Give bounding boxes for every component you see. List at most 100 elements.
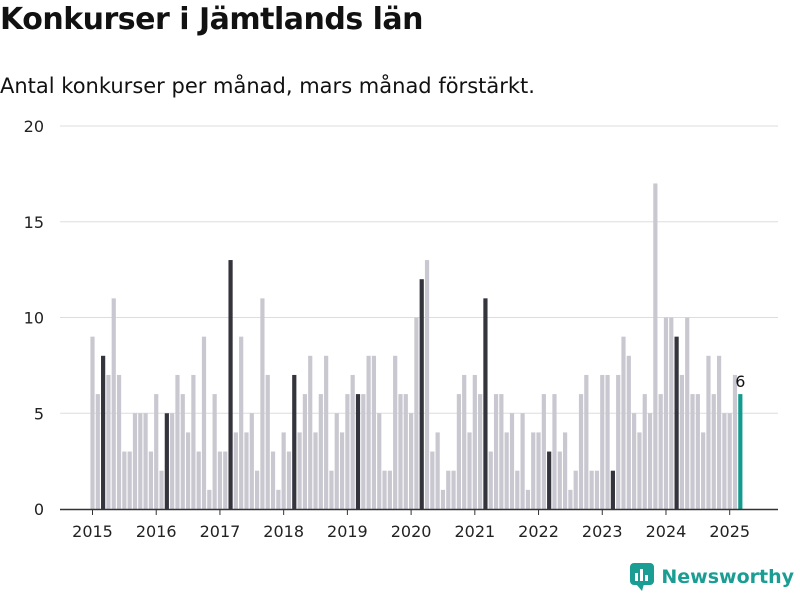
bar — [122, 451, 127, 509]
bar — [637, 432, 642, 509]
bar — [600, 374, 605, 509]
bar — [722, 413, 727, 509]
bar — [446, 470, 451, 509]
y-tick-label: 5 — [34, 404, 44, 423]
bar — [233, 432, 238, 509]
bar — [738, 394, 743, 509]
bar — [653, 183, 658, 509]
bar — [594, 470, 600, 509]
bar — [547, 451, 552, 509]
bar — [669, 317, 674, 509]
y-tick-label: 10 — [24, 309, 44, 328]
bar — [483, 298, 488, 509]
bar — [106, 374, 111, 509]
bar — [626, 355, 631, 509]
bar — [308, 355, 313, 509]
bar — [361, 394, 366, 509]
bar — [632, 413, 637, 509]
bars — [90, 183, 743, 509]
bar — [557, 451, 562, 509]
bar — [695, 394, 700, 509]
bar — [180, 394, 185, 509]
y-tick-label: 20 — [24, 117, 44, 136]
bar — [201, 336, 207, 509]
bar — [621, 336, 626, 509]
bar — [520, 413, 525, 509]
bar — [467, 432, 472, 509]
bar — [711, 394, 716, 509]
bar — [701, 432, 706, 509]
data-labels: 6 — [735, 372, 745, 391]
bar — [584, 374, 589, 509]
bar — [504, 432, 509, 509]
bar — [217, 451, 223, 509]
bar — [207, 489, 212, 509]
bar — [223, 451, 228, 509]
x-tick-label: 2017 — [200, 522, 241, 541]
bar — [488, 451, 493, 509]
bar — [727, 413, 732, 509]
x-tick-label: 2025 — [709, 522, 750, 541]
x-tick-label: 2024 — [646, 522, 687, 541]
bar — [143, 413, 148, 509]
bar — [414, 317, 419, 509]
bar — [562, 432, 568, 509]
bar — [138, 413, 143, 509]
bar — [239, 336, 244, 509]
bar — [350, 374, 355, 509]
bar — [276, 489, 281, 509]
bar — [393, 355, 398, 509]
bar — [387, 470, 392, 509]
chart-title: Konkurser i Jämtlands län — [0, 2, 424, 37]
x-tick-label: 2023 — [582, 522, 623, 541]
bar — [164, 413, 169, 509]
bar — [499, 394, 504, 509]
y-tick-label: 15 — [24, 213, 44, 232]
bar — [642, 394, 647, 509]
x-tick-label: 2021 — [454, 522, 495, 541]
bar — [430, 451, 435, 509]
bar — [292, 374, 297, 509]
bar — [531, 432, 536, 509]
bar — [610, 470, 615, 509]
bar — [658, 394, 663, 509]
bar — [409, 413, 414, 509]
y-axis-labels: 0 5 10 15 20 — [24, 117, 44, 519]
bar-chart: 0 5 10 15 20 2015 2016 2017 2018 2019 2020 2021 202… — [24, 117, 778, 541]
bar — [674, 336, 679, 509]
bar — [440, 489, 446, 509]
bar — [329, 470, 334, 509]
bar — [478, 394, 483, 509]
bar — [154, 394, 159, 509]
bar — [132, 413, 138, 509]
bar — [116, 374, 122, 509]
bar — [525, 489, 531, 509]
bar — [255, 470, 260, 509]
bar — [509, 413, 515, 509]
x-tick-label: 2020 — [391, 522, 432, 541]
bar — [101, 355, 106, 509]
bar — [716, 355, 722, 509]
bar — [706, 355, 711, 509]
brand-logo: Newsworthy — [629, 562, 794, 592]
bar — [175, 374, 180, 509]
bar — [451, 470, 456, 509]
bar — [647, 413, 653, 509]
bar — [111, 298, 116, 509]
bar — [435, 432, 440, 509]
bar — [355, 394, 361, 509]
bar — [403, 394, 408, 509]
bar — [265, 374, 270, 509]
bar — [419, 279, 424, 509]
gridlines — [60, 125, 778, 414]
bar — [616, 374, 621, 509]
bar — [424, 260, 430, 509]
bar — [196, 451, 201, 509]
bar — [191, 374, 196, 509]
brand-name: Newsworthy — [661, 566, 794, 588]
bar — [297, 432, 302, 509]
bar — [589, 470, 594, 509]
bar — [318, 394, 323, 509]
newsworthy-logo-icon — [630, 563, 655, 591]
bar — [260, 298, 265, 509]
